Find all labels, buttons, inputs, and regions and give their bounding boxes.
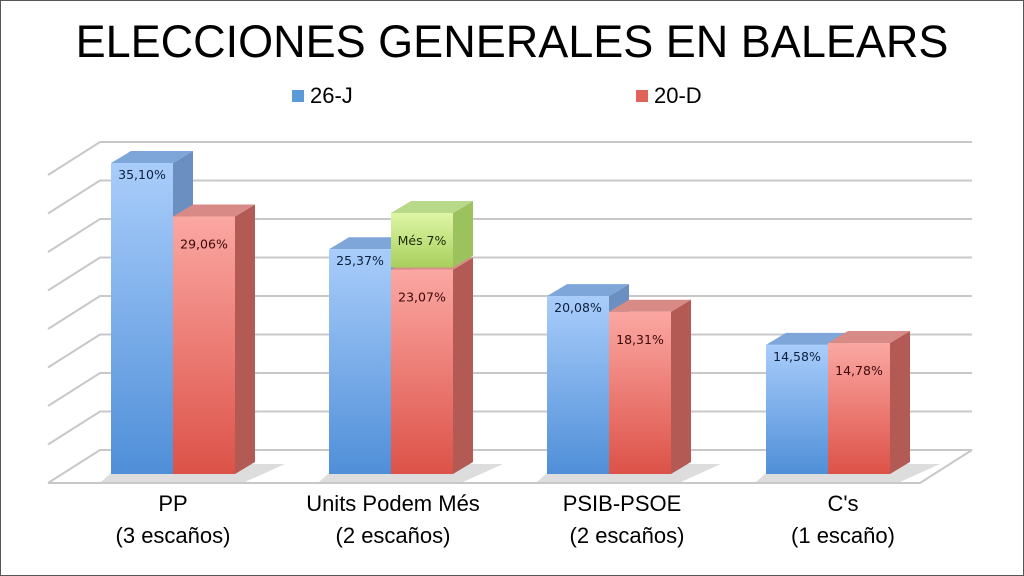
bar-20-d-side	[235, 204, 255, 475]
bar-stacked-mes-side	[453, 200, 473, 268]
data-label: 14,58%	[773, 349, 821, 364]
category-sublabel-cs: (1 escaño)	[791, 523, 895, 548]
data-label: 29,06%	[180, 237, 228, 252]
category-label-units-podem-mes: Units Podem Més	[306, 491, 480, 516]
category-sublabel-psib-psoe: (2 escaños)	[570, 523, 685, 548]
bar-stacked-mes	[391, 200, 473, 268]
bar-20-d-side	[453, 257, 473, 474]
bar-26-j-front	[766, 344, 828, 474]
bar-20-d-top	[173, 204, 255, 217]
legend-label-20d: 20-D	[654, 83, 702, 108]
bar-20-d	[391, 257, 473, 474]
legend-swatch-20d	[636, 90, 648, 102]
bar-20-d-side	[671, 299, 691, 474]
legend-label-26j: 26-J	[310, 83, 353, 108]
bar-20-d-front	[391, 269, 453, 474]
bar-20-d-front	[828, 343, 890, 474]
gridline	[47, 218, 972, 253]
data-label: 20,08%	[554, 300, 602, 315]
bar-26-j-top	[329, 237, 411, 250]
bar-26-j-top	[766, 332, 848, 345]
bar-20-d	[609, 299, 691, 474]
category-label-pp: PP	[158, 491, 187, 516]
bar-26-j-front	[111, 163, 173, 474]
category-sublabel-units-podem-mes: (2 escaños)	[336, 523, 451, 548]
data-label: 14,78%	[835, 363, 883, 378]
bar-20-d	[828, 331, 910, 474]
legend-swatch-26j	[292, 90, 304, 102]
bar-20-d-front	[173, 216, 235, 475]
category-label-psib-psoe: PSIB-PSOE	[563, 491, 682, 516]
bar-26-j-front	[547, 296, 609, 474]
bar-26-j-top	[547, 284, 629, 297]
bar-20-d-side	[890, 331, 910, 474]
bar-26-j-front	[329, 249, 391, 474]
data-label: 23,07%	[398, 290, 446, 305]
gridline	[47, 141, 972, 176]
bar-26-j-top	[111, 151, 193, 164]
gridline	[47, 256, 972, 292]
legend: 26-J 20-D	[292, 83, 702, 108]
floor-edge	[48, 449, 973, 484]
data-label: 35,10%	[118, 167, 166, 182]
bar-20-d	[173, 204, 255, 475]
category-sublabel-pp: (3 escaños)	[116, 523, 231, 548]
bar-stacked-mes-front	[391, 212, 453, 268]
data-label: 18,31%	[616, 332, 664, 347]
bar-stacked-mes-top	[391, 200, 473, 213]
category-label-cs: C's	[827, 491, 858, 516]
bar-20-d-top	[609, 299, 691, 312]
stacked-data-label: Més 7%	[398, 233, 447, 248]
gridline	[47, 179, 972, 215]
bar-20-d-front	[609, 311, 671, 474]
bar-20-d-top	[828, 331, 910, 344]
chart-title: ELECCIONES GENERALES EN BALEARS	[76, 16, 949, 67]
data-label: 25,37%	[336, 253, 384, 268]
gridline	[47, 295, 972, 330]
